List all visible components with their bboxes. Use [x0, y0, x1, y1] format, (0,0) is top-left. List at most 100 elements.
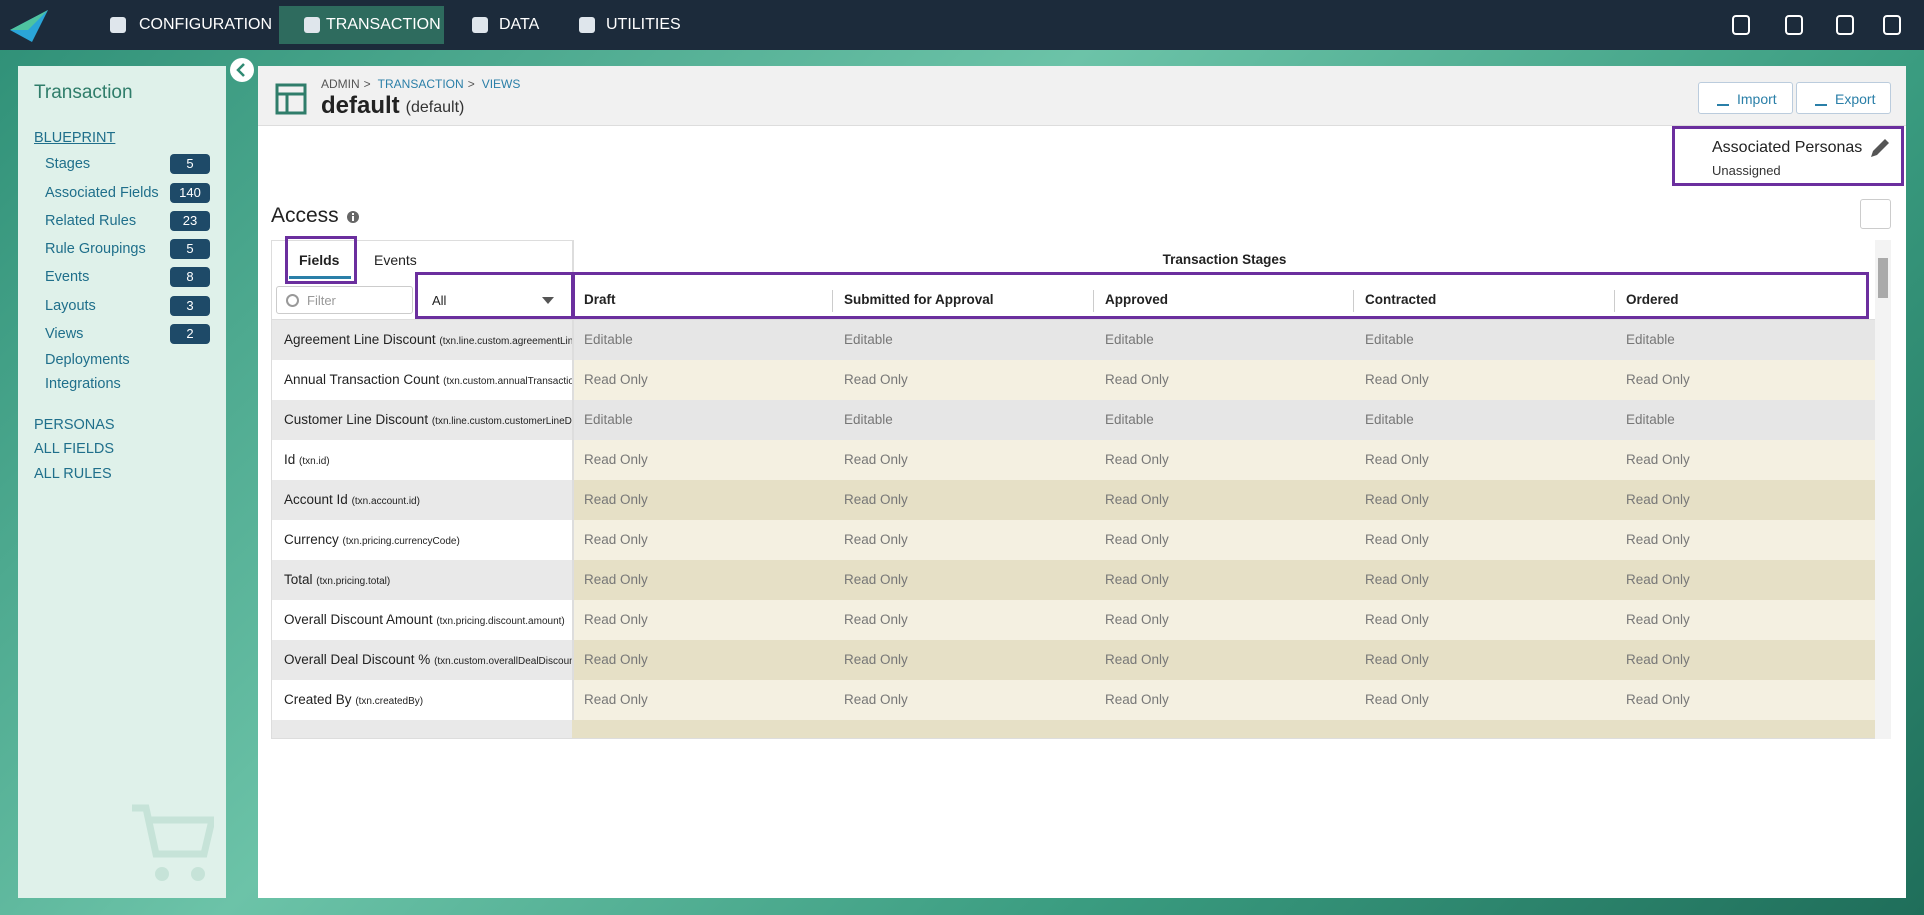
access-cell[interactable]: Read Only	[834, 440, 1095, 480]
nav-action-icon[interactable]	[1785, 15, 1803, 35]
nav-icon	[304, 17, 320, 33]
access-cell[interactable]: Read Only	[574, 480, 835, 520]
edit-icon[interactable]	[1868, 136, 1892, 160]
nav-item[interactable]: UTILITIES	[606, 16, 681, 33]
access-cell[interactable]: Read Only	[1355, 480, 1616, 520]
access-value: Read Only	[1626, 612, 1690, 627]
field-key: (txn.account.id)	[351, 496, 420, 507]
sidebar-nav-link[interactable]: ALL RULES	[34, 466, 112, 482]
access-cell[interactable]: Read Only	[1616, 560, 1877, 600]
access-cell[interactable]: Editable	[574, 400, 835, 440]
sidebar-link[interactable]: Associated Fields	[45, 185, 159, 201]
sidebar-link[interactable]: Stages	[45, 156, 91, 172]
tab[interactable]: Fields	[299, 252, 340, 268]
sidebar-link[interactable]: Rule Groupings	[45, 241, 146, 257]
access-cell[interactable]: Read Only	[574, 600, 835, 640]
nav-item[interactable]: DATA	[499, 16, 540, 33]
nav-action-icon[interactable]	[1836, 15, 1854, 35]
access-cell[interactable]: Read Only	[1616, 680, 1877, 720]
access-cell[interactable]: Read Only	[1095, 600, 1356, 640]
breadcrumb-item[interactable]: TRANSACTION	[377, 77, 464, 91]
access-cell[interactable]: Read Only	[1095, 360, 1356, 400]
access-cell[interactable]: Read Only	[574, 640, 835, 680]
access-cell[interactable]: Read Only	[1616, 440, 1877, 480]
access-value: Read Only	[1365, 612, 1429, 627]
access-cell[interactable]: Read Only	[834, 480, 1095, 520]
column-header: Ordered	[1626, 292, 1679, 307]
sidebar-nav-link[interactable]: PERSONAS	[34, 417, 115, 433]
access-cell[interactable]: Read Only	[1355, 680, 1616, 720]
scrollbar-thumb[interactable]	[1878, 258, 1888, 298]
nav-item[interactable]: TRANSACTION	[326, 16, 441, 33]
access-cell[interactable]: Read Only	[1095, 520, 1356, 560]
header-button[interactable]: Import	[1698, 82, 1793, 114]
access-cell[interactable]: Read Only	[834, 600, 1095, 640]
filter-input[interactable]: Filter	[276, 286, 413, 314]
access-cell[interactable]: Read Only	[834, 560, 1095, 600]
access-cell[interactable]: Read Only	[834, 640, 1095, 680]
access-cell[interactable]: Read Only	[574, 680, 835, 720]
nav-icon	[110, 17, 126, 33]
access-cell[interactable]: Read Only	[574, 440, 835, 480]
access-cell[interactable]: Read Only	[1355, 360, 1616, 400]
access-cell[interactable]: Read Only	[574, 520, 835, 560]
access-cell[interactable]: Editable	[574, 320, 835, 360]
access-cell[interactable]: Read Only	[574, 360, 835, 400]
access-cell[interactable]: Read Only	[1095, 480, 1356, 520]
access-cell[interactable]: Editable	[834, 400, 1095, 440]
sidebar-link[interactable]: Deployments	[45, 352, 130, 368]
tab[interactable]: Events	[374, 252, 417, 268]
field-text: Overall Deal Discount % (txn.custom.over…	[284, 652, 572, 667]
sidebar-nav-link[interactable]: ALL FIELDS	[34, 441, 115, 457]
breadcrumb-item[interactable]: VIEWS	[481, 77, 521, 91]
header-button[interactable]: Export	[1796, 82, 1891, 114]
access-cell[interactable]: Editable	[1616, 400, 1877, 440]
access-cell[interactable]: Read Only	[1355, 600, 1616, 640]
access-value: Read Only	[1105, 612, 1169, 627]
select-value: All	[432, 293, 447, 308]
column-divider	[832, 290, 833, 312]
nav-action-icon[interactable]	[1732, 15, 1750, 35]
access-cell[interactable]: Read Only	[1095, 640, 1356, 680]
access-cell[interactable]: Read Only	[1355, 560, 1616, 600]
sidebar-link[interactable]: Related Rules	[45, 213, 137, 229]
access-cell[interactable]: Editable	[834, 320, 1095, 360]
access-cell[interactable]: Editable	[1616, 320, 1877, 360]
access-cell[interactable]: Read Only	[1355, 520, 1616, 560]
access-cell[interactable]: Editable	[1355, 320, 1616, 360]
access-value: Editable	[844, 332, 893, 347]
sidebar-link[interactable]: Layouts	[45, 298, 96, 314]
access-cell[interactable]: Read Only	[574, 560, 835, 600]
personas-highlight	[1672, 126, 1904, 186]
access-cell[interactable]: Read Only	[1616, 600, 1877, 640]
select[interactable]: All	[418, 286, 570, 314]
access-cell[interactable]: Editable	[1355, 400, 1616, 440]
collapse-button[interactable]	[229, 57, 255, 83]
sidebar-link[interactable]: Views	[45, 326, 84, 342]
access-cell[interactable]: Read Only	[1616, 520, 1877, 560]
nav-item[interactable]: CONFIGURATION	[139, 16, 273, 33]
access-cell[interactable]: Read Only	[1616, 360, 1877, 400]
access-cell[interactable]: Read Only	[1095, 680, 1356, 720]
access-cell[interactable]: Read Only	[834, 360, 1095, 400]
sidebar-link[interactable]: Integrations	[45, 376, 121, 392]
access-cell[interactable]: Read Only	[1355, 640, 1616, 680]
column-header: Contracted	[1365, 292, 1437, 307]
access-cell[interactable]: Read Only	[1616, 640, 1877, 680]
access-cell[interactable]: Read Only	[1095, 440, 1356, 480]
access-cell[interactable]: Editable	[1095, 400, 1356, 440]
access-cell[interactable]: Read Only	[834, 520, 1095, 560]
access-cell[interactable]: Read Only	[834, 680, 1095, 720]
access-cell[interactable]: Read Only	[1095, 560, 1356, 600]
grid-button[interactable]	[1860, 199, 1891, 229]
access-cell[interactable]: Read Only	[1355, 440, 1616, 480]
sidebar-link[interactable]: Events	[45, 269, 90, 285]
sidebar-section[interactable]: BLUEPRINT	[34, 130, 116, 146]
access-value: Read Only	[584, 372, 648, 387]
access-value: Read Only	[1626, 492, 1690, 507]
button-label: Import	[1737, 91, 1777, 107]
access-cell[interactable]: Editable	[1095, 320, 1356, 360]
access-cell[interactable]: Read Only	[1616, 480, 1877, 520]
nav-action-icon[interactable]	[1883, 15, 1901, 35]
field-key: (txn.pricing.discount.amount)	[436, 616, 565, 627]
